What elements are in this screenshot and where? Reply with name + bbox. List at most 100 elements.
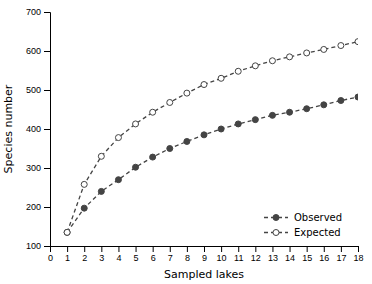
- x-tick-mark: [238, 246, 239, 252]
- x-tick-mark: [84, 246, 85, 252]
- x-tick-label: 2: [82, 253, 87, 263]
- point: [338, 43, 344, 49]
- x-axis-title: Sampled lakes: [164, 268, 244, 281]
- x-tick-mark: [307, 246, 308, 252]
- point: [218, 75, 224, 81]
- y-tick-label: 400: [26, 124, 41, 134]
- x-tick-label: 0: [48, 253, 53, 263]
- x-tick-mark: [204, 246, 205, 252]
- point: [321, 46, 327, 52]
- y-tick-mark: [44, 246, 50, 247]
- x-tick-mark: [187, 246, 188, 252]
- x-tick-label: 8: [185, 253, 190, 263]
- x-tick-mark: [358, 246, 359, 252]
- point: [287, 54, 293, 60]
- x-tick: 15: [302, 246, 312, 263]
- legend-item: Expected: [264, 227, 341, 238]
- x-tick-label: 7: [168, 253, 173, 263]
- chart: 0123456789101112131415161718100200300400…: [0, 0, 372, 284]
- x-tick: 2: [82, 246, 87, 263]
- x-tick-label: 13: [268, 253, 278, 263]
- y-tick-label: 100: [26, 241, 41, 251]
- point: [64, 229, 70, 235]
- point: [184, 90, 190, 96]
- x-tick-label: 3: [99, 253, 104, 263]
- y-tick: 600: [26, 46, 50, 56]
- point: [304, 50, 310, 56]
- legend-item: Observed: [264, 212, 342, 223]
- x-tick: 9: [202, 246, 207, 263]
- x-tick: 11: [234, 246, 243, 263]
- x-tick: 17: [336, 246, 346, 263]
- point: [98, 188, 104, 194]
- point: [167, 99, 173, 105]
- x-axis: 0123456789101112131415161718: [48, 246, 364, 263]
- point: [150, 154, 156, 160]
- x-tick-mark: [290, 246, 291, 252]
- x-tick: 13: [268, 246, 278, 263]
- y-tick-label: 700: [26, 7, 41, 17]
- y-tick-mark: [44, 51, 50, 52]
- x-tick: 14: [285, 246, 295, 263]
- x-tick-mark: [153, 246, 154, 252]
- legend-marker: [273, 230, 279, 236]
- x-tick: 10: [217, 246, 227, 263]
- point: [355, 94, 358, 100]
- x-tick: 5: [134, 246, 139, 263]
- y-tick-mark: [44, 90, 50, 91]
- x-axis-line: [51, 247, 359, 253]
- point: [184, 138, 190, 144]
- x-tick: 16: [319, 246, 329, 263]
- x-tick: 18: [353, 246, 363, 263]
- x-tick-label: 5: [134, 253, 139, 263]
- x-tick: 4: [116, 246, 121, 263]
- y-tick-label: 200: [26, 202, 41, 212]
- x-tick-mark: [170, 246, 171, 252]
- x-tick: 6: [151, 246, 156, 263]
- point: [355, 39, 358, 45]
- x-tick: 3: [99, 246, 104, 263]
- x-tick-label: 17: [336, 253, 346, 263]
- y-axis-line: [44, 13, 51, 247]
- x-tick-label: 18: [353, 253, 363, 263]
- point: [201, 82, 207, 88]
- x-tick-label: 4: [116, 253, 121, 263]
- point: [64, 229, 70, 235]
- x-tick-label: 10: [217, 253, 227, 263]
- x-tick-label: 12: [251, 253, 261, 263]
- x-tick: 8: [185, 246, 190, 263]
- x-tick-label: 16: [319, 253, 329, 263]
- point: [304, 106, 310, 112]
- y-tick-label: 300: [26, 163, 41, 173]
- y-tick: 400: [26, 124, 50, 134]
- y-axis-title: Species number: [2, 84, 15, 173]
- x-tick: 12: [251, 246, 261, 263]
- y-tick-mark: [44, 168, 50, 169]
- x-tick-mark: [341, 246, 342, 252]
- x-tick-mark: [324, 246, 325, 252]
- x-tick-label: 11: [234, 253, 243, 263]
- point: [81, 205, 87, 211]
- x-tick: 0: [48, 246, 53, 263]
- x-tick-mark: [67, 246, 68, 252]
- legend-label: Expected: [294, 227, 341, 238]
- plot: 0123456789101112131415161718100200300400…: [2, 7, 364, 281]
- x-tick-label: 6: [151, 253, 156, 263]
- point: [167, 146, 173, 152]
- y-tick-label: 600: [26, 46, 41, 56]
- x-tick: 7: [168, 246, 173, 263]
- point: [115, 135, 121, 141]
- point: [201, 132, 207, 138]
- point: [269, 112, 275, 118]
- point: [115, 177, 121, 183]
- point: [269, 58, 275, 64]
- x-tick: 1: [65, 246, 70, 263]
- y-tick-mark: [44, 129, 50, 130]
- point: [235, 68, 241, 74]
- y-tick: 200: [26, 202, 50, 212]
- point: [150, 109, 156, 115]
- y-tick: 100: [26, 241, 50, 251]
- x-tick-label: 15: [302, 253, 312, 263]
- point: [133, 164, 139, 170]
- legend-label: Observed: [294, 212, 342, 223]
